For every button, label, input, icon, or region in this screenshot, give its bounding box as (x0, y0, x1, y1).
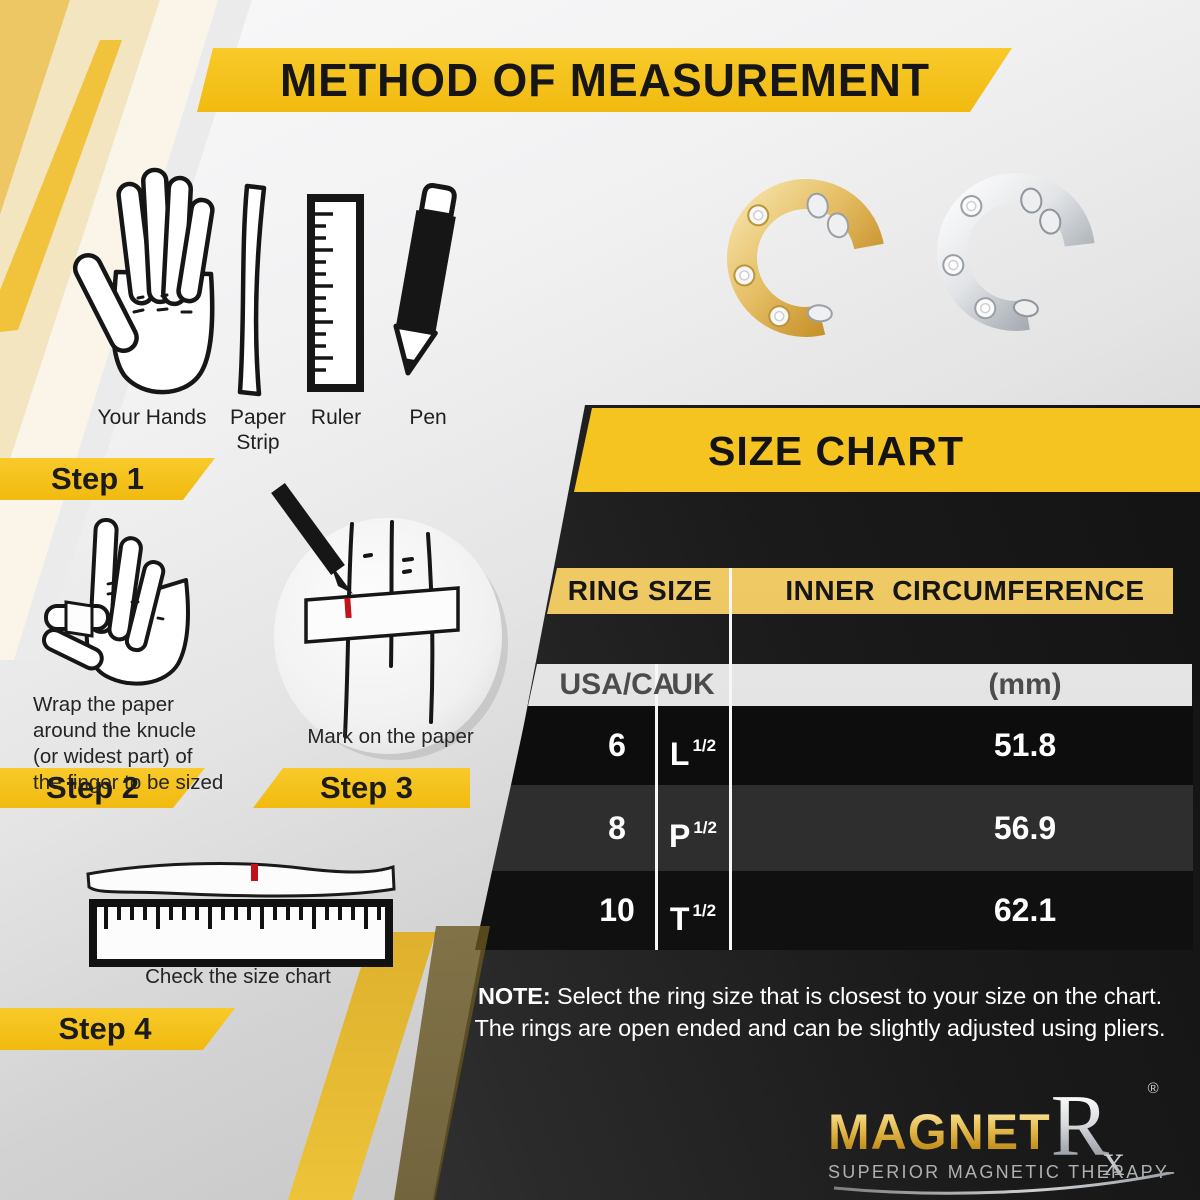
uk-letter: L (669, 736, 690, 772)
note-label: NOTE: (477, 983, 551, 1009)
brand-x-letter: x (1102, 1136, 1125, 1185)
step4-label: Step 4 (58, 1011, 152, 1046)
step4-caption: Check the size chart (145, 965, 331, 988)
note-text: NOTE: Select the ring size that is close… (450, 980, 1190, 1044)
cell-usa-size: 8 (608, 810, 626, 846)
subheader-uk: UK (671, 668, 715, 701)
red-mark (344, 597, 352, 619)
ring-crystals (733, 204, 791, 328)
step2-caption: Wrap the paper around the knucle (or wid… (33, 693, 224, 794)
column-divider (729, 568, 732, 950)
pen-label: Pen (409, 406, 447, 429)
step1-label: Step 1 (50, 461, 145, 496)
paper-strip-label: Paper Strip (229, 406, 287, 454)
step3-label: Step 3 (319, 770, 414, 805)
cell-uk-size: L 1/2 (657, 706, 729, 785)
cell-mm-value: 62.1 (993, 892, 1057, 928)
paper-strip-icon (237, 183, 267, 397)
silver-ring-image (937, 173, 1095, 331)
cell-usa-size: 10 (599, 892, 635, 928)
hand-label: Your Hands (97, 406, 207, 429)
header-ring-size: RING SIZE (567, 575, 713, 606)
cell-mm-value: 56.9 (993, 810, 1057, 846)
cell-uk-size: T 1/2 (657, 871, 729, 950)
brand-tagline: SUPERIOR MAGNETIC THERAPY (828, 1162, 1170, 1182)
step1-banner (0, 458, 215, 500)
uk-fraction: 1/2 (693, 818, 717, 837)
note-line1: Select the ring size that is closest to … (557, 983, 1163, 1009)
size-chart-heading: SIZE CHART (708, 428, 964, 474)
cell-mm-value: 51.8 (993, 727, 1057, 763)
marking-pen-icon (271, 482, 353, 594)
ruler-label: Ruler (310, 406, 362, 429)
ring-magnets (806, 192, 850, 323)
brand-r-letter: R (1050, 1077, 1110, 1175)
header-inner-circumference: INNER CIRCUMFERENCE (785, 575, 1145, 606)
ring-magnets (1012, 187, 1062, 318)
step3-banner (253, 768, 470, 808)
mark-paper-vignette (271, 482, 508, 760)
horizontal-ruler-icon (89, 899, 393, 967)
step3-caption: Mark on the paper (307, 725, 474, 748)
wrapped-finger-hand-icon (42, 517, 190, 686)
red-mark (251, 864, 258, 881)
gold-ring-image (727, 179, 885, 337)
uk-fraction: 1/2 (692, 901, 717, 920)
brand-logo: MAGNET R x ® SUPERIOR MAGNETIC THERAPY (828, 1080, 1198, 1195)
logo-swoosh-decoration (833, 1172, 1175, 1195)
cell-usa-size: 6 (608, 727, 626, 763)
ruler-icon (307, 194, 364, 392)
step2-banner (0, 768, 205, 808)
step4-banner (0, 1008, 235, 1050)
title-banner (197, 48, 1012, 112)
subheader-usa-ca: USA/CA (559, 668, 675, 701)
brand-word: MAGNET (828, 1103, 1051, 1160)
uk-fraction: 1/2 (692, 736, 717, 755)
hand-icon (72, 167, 215, 395)
measured-strip-icon (86, 861, 396, 898)
note-line2: The rings are open ended and can be slig… (474, 1015, 1166, 1041)
brand-wordmark: MAGNET R x ® (828, 1080, 1198, 1185)
cell-uk-size: P 1/2 (657, 785, 729, 871)
pen-icon (393, 183, 457, 376)
step2-label: Step 2 (45, 770, 140, 805)
column-divider (655, 664, 658, 950)
ring-crystals (942, 195, 997, 320)
page-title: METHOD OF MEASUREMENT (279, 54, 930, 106)
subheader-mm: (mm) (988, 668, 1062, 701)
brand-rx-mark: R x ® (1051, 1080, 1159, 1185)
registered-trademark-icon: ® (1147, 1080, 1159, 1097)
uk-letter: P (669, 818, 691, 854)
uk-letter: T (669, 901, 690, 937)
